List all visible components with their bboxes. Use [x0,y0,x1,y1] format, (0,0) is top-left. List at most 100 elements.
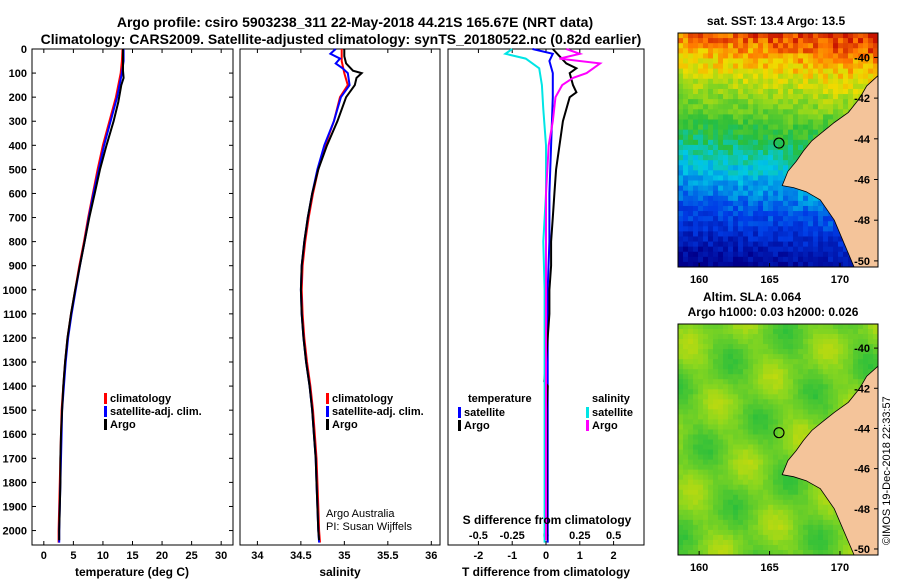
map-cell [693,231,699,237]
map-cell [763,374,769,380]
map-cell [778,459,784,466]
sla-land [781,365,879,556]
map-cell [723,200,729,207]
map-cell [843,344,849,350]
map-cell [718,73,724,80]
map-cell [728,334,734,340]
map-cell [728,389,734,395]
map-cell [788,434,794,440]
map-cell [808,544,814,551]
map-cell [758,534,764,541]
map-cell [813,484,819,491]
map-cell [798,384,804,390]
map-cell [803,479,809,486]
map-cell [743,359,749,365]
map-cell [688,464,694,471]
map-cell [828,241,834,248]
map-cell [748,444,754,450]
map-cell [703,48,709,54]
map-cell [758,33,764,39]
map-cell [703,424,709,430]
map-cell [853,43,859,49]
map-cell [743,221,749,227]
map-cell [688,504,694,511]
map-cell [748,384,754,390]
map-cell [818,519,824,526]
map-cell [728,160,734,166]
map-cell [818,211,824,217]
map-cell [718,479,724,486]
map-cell [868,344,874,350]
map-cell [678,424,684,430]
map-cell [683,344,689,350]
map-cell [708,374,714,380]
map-cell [708,529,714,536]
depth-tick-label: 1900 [3,501,27,513]
map-cell [743,479,749,486]
map-cell [808,514,814,521]
map-cell [873,354,879,360]
map-cell [848,349,854,355]
map-cell [783,454,789,460]
map-cell [873,48,879,54]
map-cell [763,88,769,95]
map-cell [683,404,689,410]
map-cell [823,509,829,516]
map-cell [698,68,704,75]
map-cell [838,58,844,64]
map-cell [738,409,744,415]
map-cell [713,549,719,556]
map-cell [733,414,739,420]
map-cell [678,94,684,100]
map-cell [803,94,809,100]
map-cell [788,404,794,410]
map-cell [788,374,794,380]
map-cell [778,134,784,141]
map-cell [768,534,774,541]
map-cell [808,99,814,105]
map-cell [773,241,779,248]
map-cell [773,221,779,227]
map-cell [818,504,824,511]
map-cell [763,434,769,440]
map-cell [683,150,689,156]
map-cell [678,195,684,202]
map-cell [788,160,794,166]
map-cell [688,155,694,161]
map-cell [803,134,809,141]
map-cell [783,139,789,146]
map-cell [718,339,724,345]
map-cell [763,509,769,516]
map-cell [743,549,749,556]
map-cell [838,534,844,541]
sst-map-title: sat. SST: 13.4 Argo: 13.5 [707,14,846,28]
map-cell [863,38,869,44]
map-cell [718,529,724,536]
map-cell [733,124,739,131]
map-cell [753,324,759,330]
map-cell [678,444,684,450]
map-cell [813,339,819,345]
map-cell [743,484,749,491]
map-cell [743,185,749,192]
map-cell [763,180,769,187]
map-cell [713,175,719,181]
map-cell [748,459,754,466]
lat-tick-label: -44 [854,134,871,146]
map-cell [738,439,744,445]
map-cell [688,53,694,59]
map-cell [708,48,714,54]
map-cell [783,251,789,258]
map-cell [743,384,749,390]
map-cell [823,369,829,375]
map-cell [823,251,829,258]
map-cell [778,216,784,222]
map-cell [828,369,834,375]
map-cell [783,494,789,501]
map-cell [783,509,789,516]
map-cell [793,231,799,237]
legend-swatch [326,406,329,417]
map-cell [728,221,734,227]
map-cell [763,43,769,49]
map-cell [703,68,709,75]
